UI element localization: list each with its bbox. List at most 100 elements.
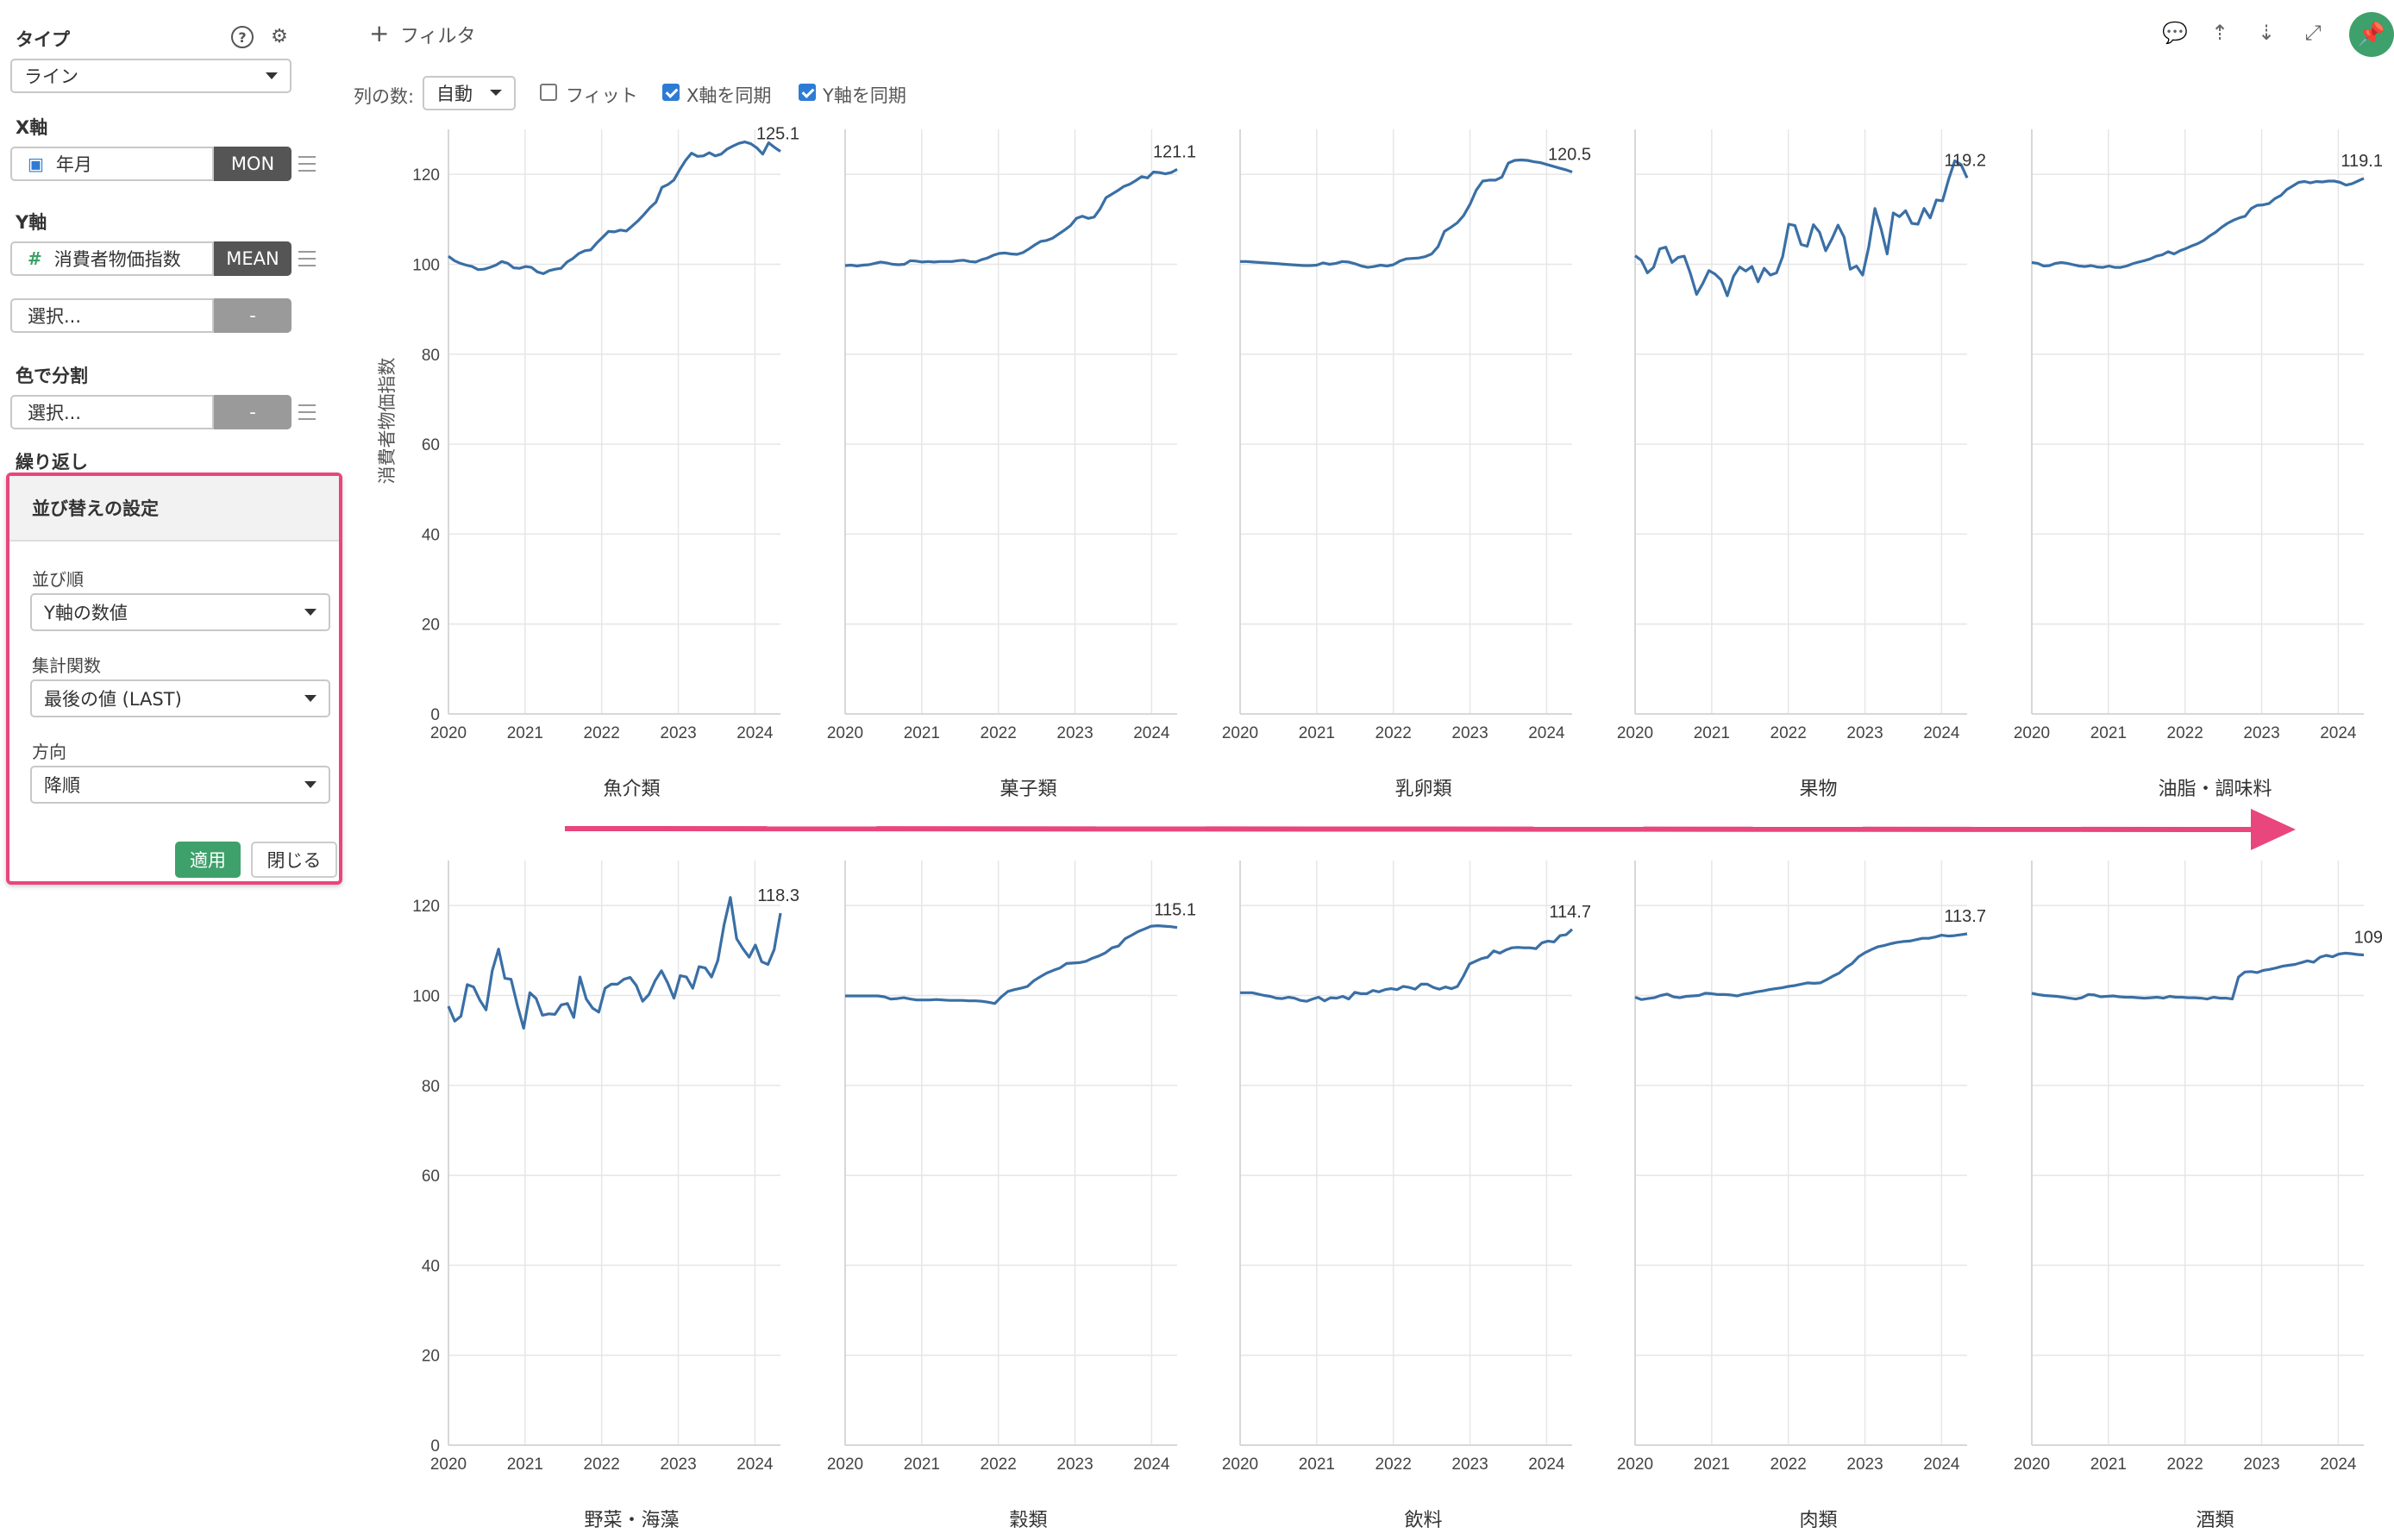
direction-select[interactable]: 降順 [30, 766, 330, 804]
x-tick-label: 2023 [1451, 1455, 1488, 1474]
x-axis-label: X軸 [16, 117, 48, 138]
facet-title: 酒類 [2196, 1510, 2234, 1531]
fit-checkbox[interactable] [540, 84, 557, 101]
series-line [1634, 159, 1969, 297]
facet-title: 乳卵類 [1394, 779, 1451, 800]
last-value-label: 121.1 [1153, 142, 1196, 161]
sync-x-checkbox[interactable] [662, 84, 680, 101]
y-tick-label: 20 [422, 617, 440, 635]
color-split-menu-icon[interactable] [298, 404, 316, 420]
x-tick-label: 2024 [1133, 1455, 1170, 1474]
gear-icon[interactable]: ⚙ [271, 25, 288, 47]
x-axis-agg-tag[interactable]: MON [214, 147, 291, 181]
x-tick-label: 2022 [2167, 1455, 2203, 1474]
color-split-tag[interactable]: - [214, 395, 291, 429]
facet-panel: 0 20 40 60 80 100 120 2020 2021 2022 2023 2024 125.1… [412, 125, 799, 800]
color-split-field[interactable]: 選択... [10, 395, 214, 429]
facet-panel: 0 20 40 60 80 100 120 2020 2021 2022 2023 2024 118.3… [412, 861, 799, 1531]
x-tick-label: 2022 [1376, 724, 1412, 742]
color-split-placeholder: 選択... [28, 403, 82, 423]
aggregate-label: 集計関数 [32, 655, 101, 676]
x-tick-label: 2024 [736, 1455, 774, 1474]
x-tick-label: 2024 [1923, 1455, 1960, 1474]
last-value-label: 125.1 [756, 125, 799, 144]
facet-title: 油脂・調味料 [2158, 779, 2272, 800]
x-tick-label: 2021 [904, 724, 940, 742]
y-tick-label: 0 [430, 1437, 440, 1455]
download-icon[interactable]: ⇣ [2257, 21, 2276, 45]
columns-select[interactable]: 自動 [423, 76, 516, 110]
sort-settings-popup: 並び替えの設定 並び順 Y軸の数値 集計関数 最後の値 (LAST) 方向 降順… [6, 473, 342, 885]
facet-title: 野菜・海藻 [584, 1510, 679, 1531]
x-tick-label: 2020 [1617, 1455, 1653, 1474]
series-line [1240, 158, 1573, 269]
x-tick-label: 2024 [1528, 724, 1565, 742]
aggregate-value: 最後の値 (LAST) [44, 689, 182, 710]
facet-title: 菓子類 [1000, 779, 1056, 800]
calendar-icon: ▣ [28, 153, 44, 174]
y-tick-label: 40 [422, 1257, 440, 1275]
x-tick-label: 2023 [1056, 1455, 1093, 1474]
chevron-down-icon [304, 609, 316, 616]
last-value-label: 114.7 [1549, 903, 1591, 922]
sync-y-checkbox[interactable] [799, 84, 816, 101]
x-tick-label: 2023 [1451, 724, 1488, 742]
y-tick-label: 0 [430, 706, 440, 724]
facet-title: 魚介類 [603, 779, 660, 800]
x-tick-label: 2020 [827, 724, 863, 742]
chevron-down-icon [304, 781, 316, 788]
chevron-down-icon [304, 695, 316, 702]
sort-settings-title: 並び替えの設定 [9, 476, 339, 542]
x-tick-label: 2024 [1133, 724, 1170, 742]
y-axis-field[interactable]: # 消費者物価指数 [10, 241, 214, 276]
fit-label: フィット [566, 85, 638, 106]
upload-icon[interactable]: ⇡ [2210, 21, 2229, 45]
x-axis-menu-icon[interactable] [298, 156, 316, 172]
pin-icon[interactable]: 📌 [2349, 12, 2394, 57]
x-tick-label: 2020 [2014, 1455, 2050, 1474]
x-tick-label: 2022 [2167, 724, 2203, 742]
y-tick-label: 120 [412, 166, 440, 185]
y-tick-label: 60 [422, 436, 440, 454]
plus-icon[interactable]: + [369, 19, 390, 47]
facet-panel: 2020 2021 2022 2023 2024 113.7 肉類 [1617, 861, 1986, 1531]
facet-panel: 2020 2021 2022 2023 2024 109 酒類 [2014, 861, 2383, 1531]
x-axis-field-name: 年月 [55, 154, 92, 175]
sidebar: タイプ ? ⚙ ライン X軸 ▣ 年月 MON Y軸 # 消費者物価指数 MEA… [0, 0, 345, 1500]
close-button[interactable]: 閉じる [251, 842, 337, 878]
y-axis-second-tag[interactable]: - [214, 298, 291, 333]
x-tick-label: 2023 [1846, 1455, 1883, 1474]
x-tick-label: 2023 [660, 724, 696, 742]
series-line [447, 896, 782, 1030]
facet-panel: 2020 2021 2022 2023 2024 120.5 乳卵類 [1222, 129, 1591, 800]
type-label: タイプ [16, 29, 70, 50]
y-axis-second-field[interactable]: 選択... [10, 298, 214, 333]
x-axis-field[interactable]: ▣ 年月 [10, 147, 214, 181]
x-tick-label: 2021 [2090, 1455, 2127, 1474]
aggregate-select[interactable]: 最後の値 (LAST) [30, 679, 330, 717]
filter-button[interactable]: フィルタ [400, 26, 476, 47]
last-value-label: 120.5 [1548, 146, 1591, 165]
y-tick-label: 40 [422, 526, 440, 544]
last-value-label: 119.2 [1944, 151, 1986, 170]
number-icon: # [28, 248, 42, 269]
x-tick-label: 2022 [981, 724, 1017, 742]
facet-panel: 2020 2021 2022 2023 2024 115.1 穀類 [827, 861, 1196, 1531]
x-tick-label: 2023 [2243, 724, 2279, 742]
sort-order-select[interactable]: Y軸の数値 [30, 593, 330, 631]
expand-icon[interactable]: ⤢ [2304, 21, 2322, 45]
x-tick-label: 2021 [1694, 724, 1730, 742]
sort-order-label: 並び順 [32, 569, 84, 590]
x-tick-label: 2024 [1923, 724, 1960, 742]
chevron-down-icon [490, 90, 502, 96]
apply-button[interactable]: 適用 [175, 842, 241, 878]
y-axis-field-name: 消費者物価指数 [53, 249, 181, 270]
y-axis-menu-icon[interactable] [298, 251, 316, 266]
chart-type-select[interactable]: ライン [10, 59, 291, 93]
help-icon[interactable]: ? [231, 26, 254, 48]
y-axis-agg-tag[interactable]: MEAN [214, 241, 291, 276]
x-tick-label: 2022 [1770, 1455, 1807, 1474]
comment-icon[interactable]: 💬 [2162, 21, 2188, 45]
color-split-label: 色で分割 [16, 366, 88, 386]
y-axis-second-placeholder: 選択... [28, 306, 82, 327]
